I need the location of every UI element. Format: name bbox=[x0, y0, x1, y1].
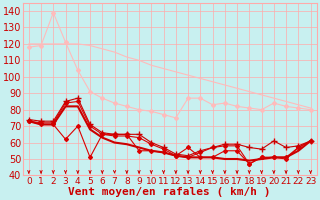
X-axis label: Vent moyen/en rafales ( km/h ): Vent moyen/en rafales ( km/h ) bbox=[68, 187, 271, 197]
